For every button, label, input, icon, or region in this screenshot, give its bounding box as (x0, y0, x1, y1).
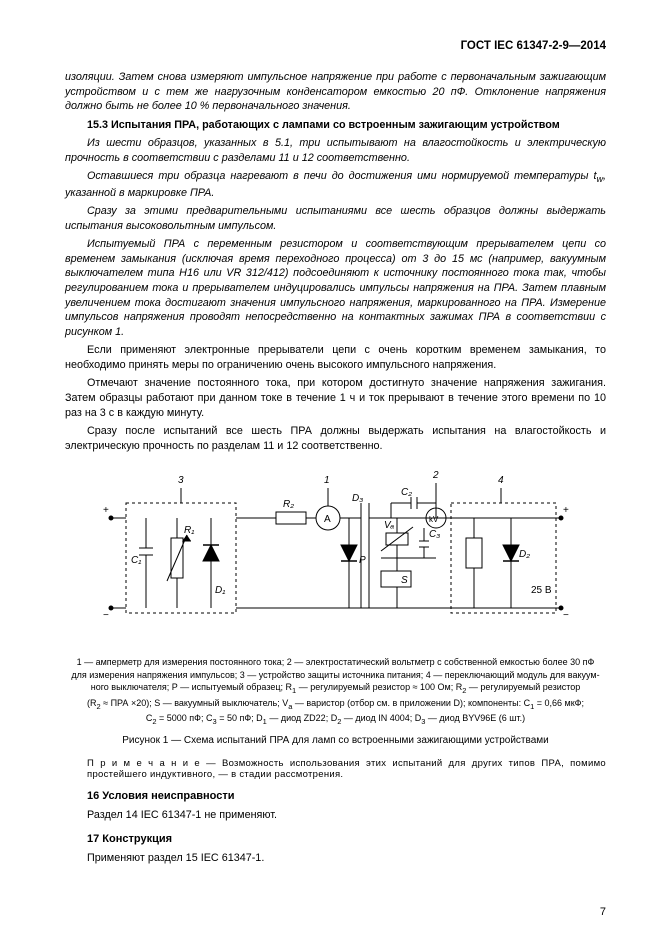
lbl-D3: D₃ (352, 493, 363, 504)
para-varres: Испытуемый ПРА с переменным резистором и… (65, 237, 606, 339)
lbl-4: 4 (498, 475, 504, 486)
doc-header: ГОСТ IEC 61347-2-9—2014 (65, 40, 606, 52)
para-iso-cont: изоляции. Затем снова измеряют импульсно… (65, 70, 606, 114)
lbl-C2: C₂ (401, 487, 412, 498)
para-after-tests: Сразу после испытаний все шесть ПРА долж… (65, 424, 606, 453)
para-remaining: Оставшиеся три образца нагревают в печи … (65, 169, 606, 200)
figure-caption: Рисунок 1 — Схема испытаний ПРА для ламп… (65, 735, 606, 746)
figure-1: 3 1 2 4 C₁ R₁ D₁ R₂ A D₃ P C₂ Vₐ C₃ kV S… (65, 463, 606, 648)
lbl-R1: R₁ (184, 525, 194, 536)
note: П р и м е ч а н и е — Возможность исполь… (87, 758, 606, 780)
lbl-C3: C₃ (429, 529, 440, 540)
page-number: 7 (600, 906, 606, 918)
lbl-3: 3 (178, 475, 184, 486)
lbl-C1: C₁ (131, 555, 141, 566)
lbl-S: S (401, 575, 408, 586)
heading-17: 17 Конструкция (87, 833, 606, 845)
lbl-Va: Vₐ (384, 520, 395, 531)
plus-r: + (563, 505, 569, 516)
lbl-1: 1 (324, 475, 330, 486)
page: ГОСТ IEC 61347-2-9—2014 изоляции. Затем … (0, 0, 661, 936)
para-6samples: Из шести образцов, указанных в 5.1, три … (65, 136, 606, 165)
lbl-D2: D₂ (519, 549, 530, 560)
heading-16: 16 Условия неисправности (87, 790, 606, 802)
circuit-svg: 3 1 2 4 C₁ R₁ D₁ R₂ A D₃ P C₂ Vₐ C₃ kV S… (101, 463, 571, 643)
minus-r: − (563, 610, 569, 621)
para-after-prelim: Сразу за этими предварительными испытани… (65, 204, 606, 233)
para-16: Раздел 14 IEC 61347-1 не применяют. (65, 808, 606, 823)
lbl-2: 2 (432, 470, 439, 481)
lbl-P: P (359, 555, 366, 566)
plus-l: + (103, 505, 109, 516)
lbl-A: A (324, 514, 331, 525)
lbl-25v: 25 В (531, 585, 552, 596)
figure-legend: 1 — амперметр для измерения постоянного … (65, 656, 606, 727)
lbl-kV: kV (429, 515, 439, 524)
para-note-current: Отмечают значение постоянного тока, при … (65, 376, 606, 420)
para-electronic: Если применяют электронные прерыватели ц… (65, 343, 606, 372)
heading-15-3: 15.3 Испытания ПРА, работающих с лампами… (65, 118, 606, 133)
lbl-D1: D₁ (215, 585, 225, 596)
minus-l: − (103, 610, 109, 621)
para-17: Применяют раздел 15 IEC 61347-1. (65, 851, 606, 866)
lbl-R2: R₂ (283, 499, 294, 510)
